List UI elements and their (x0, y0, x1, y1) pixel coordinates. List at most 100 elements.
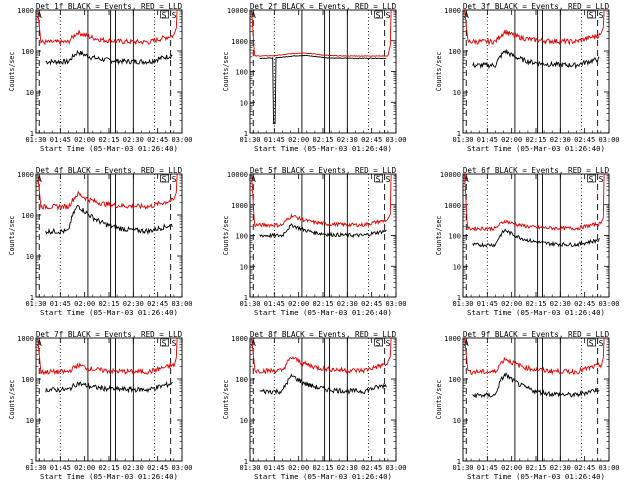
panel-det-2: Det 2f BLACK = Events, RED = LLD 1 10 100 10… (222, 2, 407, 153)
plot-frame (462, 337, 610, 462)
x-tick-label: 02:45 (574, 300, 595, 308)
marker-s2: S (172, 339, 177, 348)
marker-box (160, 338, 169, 347)
x-tick-label: 02:30 (550, 464, 571, 472)
x-tick-label: 02:15 (98, 136, 119, 144)
x-tick-label: 02:15 (525, 136, 546, 144)
series-events-line (259, 223, 387, 239)
x-tick-label: 03:00 (598, 300, 619, 308)
marker-box (160, 10, 169, 19)
y-axis-label: Counts/sec (435, 216, 443, 256)
marker-s2: S (386, 11, 391, 20)
x-tick-label: 02:45 (147, 464, 168, 472)
y-tick-label: 100 (21, 212, 34, 220)
y-tick-label: 1000 (231, 335, 248, 343)
y-tick-label: 100 (21, 376, 34, 384)
x-axis-label: Start Time (05-Mar-03 01:26:40) (254, 472, 392, 480)
panel-det-3: Det 3f BLACK = Events, RED = LLD 1 10 100 10… (435, 2, 620, 153)
x-tick-label: 01:45 (477, 300, 498, 308)
x-tick-label: 02:00 (74, 136, 95, 144)
marker-a: A (464, 175, 469, 184)
x-tick-label: 02:45 (574, 136, 595, 144)
panel-det-9: Det 9f BLACK = Events, RED = LLD 1 10 100 10… (435, 330, 620, 480)
marker-box (374, 174, 383, 183)
x-tick-label: 03:00 (385, 300, 406, 308)
x-tick-label: 02:00 (288, 136, 309, 144)
x-tick-label: 01:45 (264, 136, 285, 144)
x-axis-label: Start Time (05-Mar-03 01:26:40) (254, 308, 392, 317)
y-tick-label: 100 (448, 376, 461, 384)
x-tick-label: 02:00 (288, 464, 309, 472)
x-tick-label: 03:00 (171, 300, 192, 308)
x-tick-label: 03:00 (171, 464, 192, 472)
y-tick-label: 100 (235, 69, 248, 77)
marker-a: A (464, 11, 469, 20)
x-tick-label: 02:30 (337, 136, 358, 144)
x-tick-label: 02:45 (147, 300, 168, 308)
x-tick-label: 01:30 (239, 136, 260, 144)
x-tick-label: 02:15 (525, 300, 546, 308)
x-tick-label: 02:30 (123, 300, 144, 308)
series-events-line (472, 372, 600, 398)
x-tick-label: 03:00 (598, 136, 619, 144)
series-events-line (45, 204, 173, 236)
x-tick-label: 01:30 (239, 300, 260, 308)
y-tick-label: 1000 (17, 335, 34, 343)
plot-frame (249, 9, 397, 134)
x-tick-label: 02:30 (123, 136, 144, 144)
x-tick-label: 02:30 (550, 136, 571, 144)
y-tick-label: 1000 (231, 202, 248, 210)
x-tick-label: 02:30 (337, 300, 358, 308)
series-events-line (472, 228, 600, 248)
x-tick-label: 03:00 (171, 136, 192, 144)
y-axis-label: Counts/sec (8, 380, 16, 420)
series-events-line (472, 48, 600, 70)
x-tick-label: 02:00 (501, 136, 522, 144)
y-tick-label: 100 (235, 376, 248, 384)
panel-det-4: Det 4f BLACK = Events, RED = LLD 1 10 100 10… (8, 166, 193, 317)
y-tick-label: 1000 (444, 7, 461, 15)
x-tick-label: 01:45 (264, 464, 285, 472)
y-tick-label: 1 (244, 294, 248, 302)
panel-det-6: Det 6f BLACK = Events, RED = LLD 1 10 100 10… (435, 166, 620, 317)
series-lld-line (37, 337, 178, 376)
marker-s1: S (162, 339, 167, 348)
marker-box (587, 174, 596, 183)
y-tick-label: 10 (453, 89, 461, 97)
x-tick-label: 02:00 (501, 300, 522, 308)
x-tick-label: 03:00 (385, 464, 406, 472)
plot-frame (462, 173, 610, 298)
y-axis-label: Counts/sec (222, 52, 230, 92)
marker-s1: S (589, 339, 594, 348)
x-tick-label: 02:45 (361, 136, 382, 144)
y-tick-label: 10 (26, 89, 34, 97)
x-tick-label: 02:45 (361, 464, 382, 472)
y-tick-label: 1000 (17, 7, 34, 15)
x-tick-label: 02:15 (98, 464, 119, 472)
panel-title: Det 2f BLACK = Events, RED = LLD (250, 2, 397, 11)
x-tick-label: 01:45 (264, 300, 285, 308)
series-events-line (259, 54, 387, 125)
y-axis-label: Counts/sec (8, 52, 16, 92)
marker-a: A (37, 339, 42, 348)
x-axis-label: Start Time (05-Mar-03 01:26:40) (40, 144, 178, 153)
x-tick-label: 02:00 (74, 464, 95, 472)
plot-frame (35, 173, 183, 298)
plot-frame (35, 337, 183, 462)
series-lld-line (37, 173, 178, 211)
series-lld-line (464, 337, 605, 376)
y-tick-label: 100 (21, 48, 34, 56)
x-tick-label: 02:15 (525, 464, 546, 472)
x-axis-label: Start Time (05-Mar-03 01:26:40) (467, 308, 605, 317)
series-lld-line (464, 173, 605, 232)
y-tick-label: 1000 (17, 171, 34, 179)
x-tick-label: 01:45 (477, 136, 498, 144)
marker-s1: S (162, 175, 167, 184)
x-tick-label: 02:00 (288, 300, 309, 308)
y-tick-label: 1 (244, 458, 248, 466)
x-tick-label: 01:30 (452, 464, 473, 472)
y-tick-label: 1 (30, 130, 34, 138)
plot-frame (249, 337, 397, 462)
x-tick-label: 01:45 (50, 136, 71, 144)
